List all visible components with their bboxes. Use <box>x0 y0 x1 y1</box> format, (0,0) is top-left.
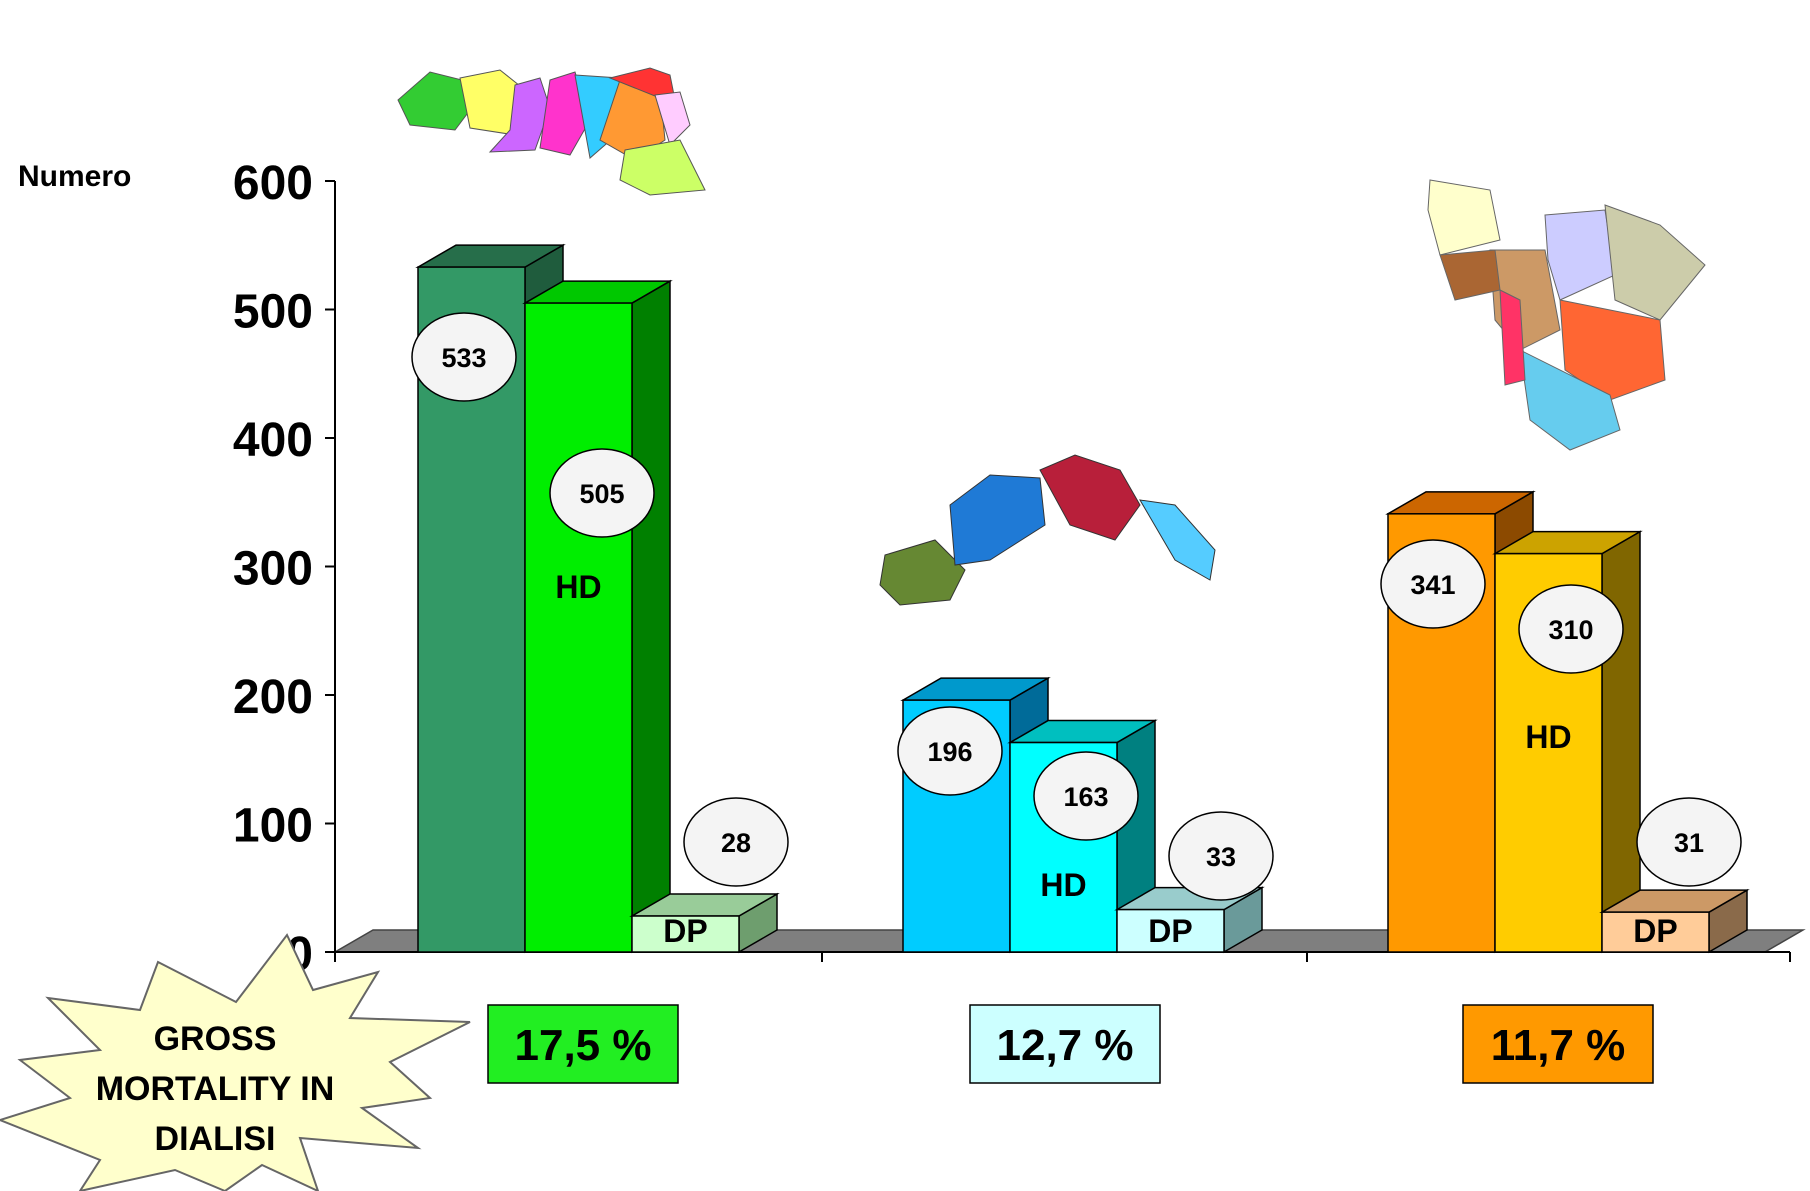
mortality-box-shape <box>1462 1004 1654 1084</box>
y-tick-label: 500 <box>233 286 313 339</box>
mortality-box: 12,7 % <box>969 1004 1161 1084</box>
map-region <box>1139 499 1216 581</box>
data-label: 28 <box>721 828 751 858</box>
value-bubble: 163 <box>1033 751 1139 841</box>
map-region <box>488 77 551 153</box>
data-label: 31 <box>1674 828 1704 858</box>
y-tick-label: 600 <box>233 157 313 210</box>
value-bubble: 196 <box>897 706 1003 796</box>
y-tick-label: 300 <box>233 543 313 596</box>
value-bubble-shape <box>1518 584 1624 674</box>
data-label: 341 <box>1410 570 1455 600</box>
y-tick-label: 400 <box>233 414 313 467</box>
mortality-value: 11,7 % <box>1491 1021 1626 1070</box>
map-region <box>539 71 591 156</box>
mortality-box-shape <box>969 1004 1161 1084</box>
value-bubble: 533 <box>411 312 517 402</box>
value-bubble: 310 <box>1518 584 1624 674</box>
mortality-box: 11,7 % <box>1462 1004 1654 1084</box>
bar-tag-label: HD <box>1525 719 1571 755</box>
map-region <box>949 474 1046 566</box>
bar-tag-label: HD <box>555 569 601 605</box>
bar-tag-label: DP <box>663 913 707 949</box>
value-bubble: 505 <box>549 448 655 538</box>
mortality-value: 17,5 % <box>515 1021 652 1070</box>
map-region <box>1499 289 1526 386</box>
map-region <box>397 71 471 131</box>
map-region <box>1519 349 1621 451</box>
y-axis-label: Numero <box>18 160 131 193</box>
value-bubble: 341 <box>1380 539 1486 629</box>
value-bubble-shape <box>411 312 517 402</box>
mortality-box-shape <box>487 1004 679 1084</box>
bar-tag-label: HD <box>1040 867 1086 903</box>
toscana-map-icon <box>1427 179 1706 451</box>
map-region <box>1604 204 1706 321</box>
value-bubble-shape <box>549 448 655 538</box>
starburst-shape <box>0 933 471 1191</box>
value-bubble-shape <box>897 706 1003 796</box>
bar-tag-label: DP <box>1633 913 1677 949</box>
liguria-map-icon <box>879 454 1216 606</box>
map-region <box>654 91 691 146</box>
gross-mortality-callout: GROSS MORTALITY IN DIALISI <box>0 933 471 1191</box>
data-labels-layer: 533 HD 505 DP 28 196 HD 163 DP 33 341 HD 310 DP 31 <box>411 312 1742 949</box>
map-region <box>1439 249 1501 301</box>
map-region <box>1559 299 1666 401</box>
map-region <box>1039 454 1141 541</box>
value-bubble-shape <box>1380 539 1486 629</box>
callout-text-line: DIALISI <box>155 1120 276 1158</box>
data-label: 310 <box>1548 615 1593 645</box>
data-label: 196 <box>927 737 972 767</box>
map-region <box>619 139 706 196</box>
callout-text-line: GROSS <box>154 1020 277 1058</box>
value-bubble-shape <box>1636 797 1742 887</box>
emilia-romagna-map-icon <box>397 67 706 196</box>
bar-front <box>1116 908 1225 953</box>
map-region <box>1544 209 1616 301</box>
data-label: 533 <box>441 343 486 373</box>
bar-front <box>524 302 633 953</box>
bar-side <box>631 279 671 954</box>
bar-tag-label: DP <box>1148 913 1192 949</box>
bar-front <box>1601 911 1710 953</box>
map-region <box>1427 179 1501 256</box>
value-bubble-shape <box>1033 751 1139 841</box>
y-tick-label: 200 <box>233 671 313 724</box>
value-bubble-shape <box>683 797 789 887</box>
mortality-box: 17,5 % <box>487 1004 679 1084</box>
mortality-value: 12,7 % <box>997 1021 1134 1070</box>
bar-side <box>1601 530 1641 954</box>
mortality-boxes: 17,5 % 12,7 % 11,7 % <box>487 1004 1654 1084</box>
bar <box>629 892 780 954</box>
value-bubble-shape <box>1168 811 1274 901</box>
maps-layer <box>397 67 1706 606</box>
bar <box>522 279 673 954</box>
value-bubble: 31 <box>1636 797 1742 887</box>
data-label: 163 <box>1063 782 1108 812</box>
y-tick-label: 100 <box>233 800 313 853</box>
value-bubble: 28 <box>683 797 789 887</box>
map-region <box>608 67 676 101</box>
map-region <box>879 539 966 606</box>
callout-text-line: MORTALITY IN <box>96 1070 335 1108</box>
value-bubble: 33 <box>1168 811 1274 901</box>
data-label: 505 <box>579 479 624 509</box>
bar-front <box>631 915 740 953</box>
bar <box>1599 888 1750 954</box>
data-label: 33 <box>1206 842 1236 872</box>
